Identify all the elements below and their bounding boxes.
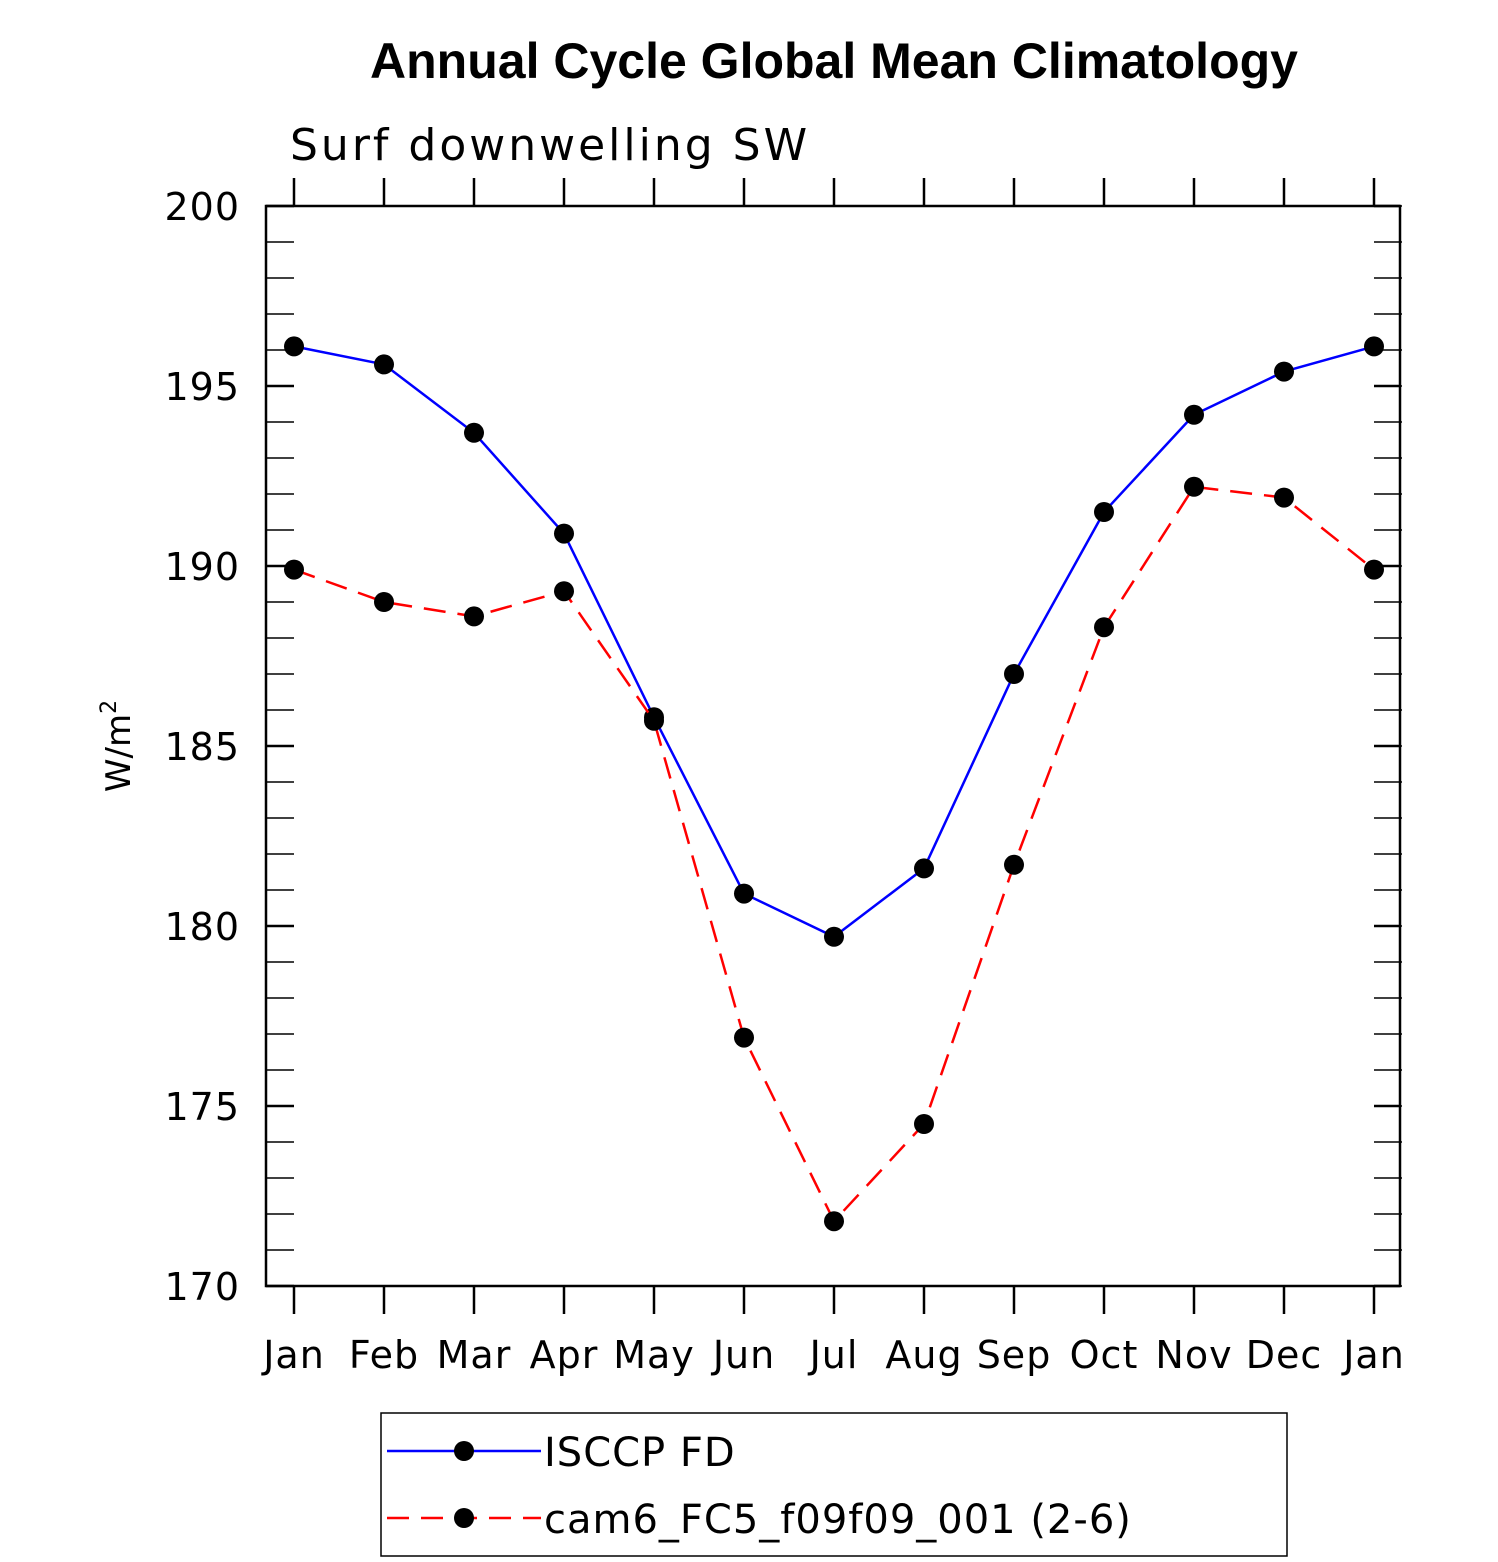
x-tick-label: Jan — [1341, 1333, 1405, 1377]
data-point — [374, 354, 394, 375]
x-tick-label: Jul — [808, 1333, 859, 1377]
x-tick-label: Nov — [1155, 1333, 1232, 1377]
y-tick-label: 180 — [164, 905, 240, 949]
series-line — [293, 485, 1375, 1224]
x-tick-label: Aug — [885, 1333, 962, 1377]
data-point — [1274, 361, 1294, 382]
legend-entry: ISCCP FD — [544, 1430, 736, 1476]
series-line — [293, 345, 1375, 939]
y-tick-label: 195 — [164, 365, 240, 409]
data-point — [1364, 336, 1384, 357]
data-point — [464, 606, 484, 627]
chart-subtitle: Surf downwelling SW — [290, 120, 810, 171]
data-point — [1184, 404, 1204, 425]
legend-marker — [454, 1441, 474, 1461]
y-tick-label: 190 — [164, 545, 240, 589]
data-point — [284, 336, 304, 357]
data-point — [824, 926, 844, 947]
data-point — [914, 1114, 934, 1134]
data-point — [1094, 502, 1114, 522]
x-tick-label: Oct — [1070, 1333, 1139, 1377]
data-point — [1004, 664, 1024, 684]
legend-box — [380, 1412, 1288, 1557]
data-point — [1364, 559, 1384, 580]
y-tick-label: 175 — [164, 1085, 240, 1129]
data-point — [1184, 476, 1204, 497]
y-axis-label-main: W/m — [99, 714, 139, 792]
data-point — [554, 581, 574, 602]
data-point — [1094, 617, 1114, 638]
data-point — [464, 422, 484, 443]
y-tick-label: 200 — [164, 185, 240, 229]
x-tick-label: May — [613, 1333, 695, 1377]
data-point — [734, 883, 754, 904]
x-tick-label: Sep — [977, 1333, 1052, 1377]
data-point — [284, 559, 304, 580]
y-tick-label: 170 — [164, 1265, 240, 1309]
x-tick-label: Feb — [349, 1333, 419, 1377]
chart-title: Annual Cycle Global Mean Climatology — [370, 33, 1298, 89]
y-axis-label: W/m2 — [97, 700, 139, 792]
legend-entry: cam6_FC5_f09f09_001 (2-6) — [544, 1497, 1132, 1543]
x-tick-label: Mar — [437, 1333, 512, 1377]
data-point — [824, 1211, 844, 1232]
y-axis-label-superscript: 2 — [97, 700, 122, 714]
x-tick-label: Jan — [261, 1333, 325, 1377]
data-point — [1004, 854, 1024, 875]
data-point — [734, 1027, 754, 1048]
x-tick-label: Jun — [711, 1333, 775, 1377]
plot-frame — [264, 204, 1402, 1288]
data-point — [644, 710, 664, 731]
series-lines — [284, 336, 1384, 1232]
data-point — [374, 592, 394, 612]
data-point — [914, 858, 934, 879]
legend-marker — [454, 1508, 474, 1528]
x-tick-label: Dec — [1246, 1333, 1323, 1377]
axes: Jan Feb Mar Apr May Jun Jul Aug Sep Oct Nov Dec Jan 1… — [164, 178, 1404, 1377]
legend: ISCCP FD cam6_FC5_f09f09_001 (2-6) — [380, 1412, 1288, 1557]
y-tick-label: 185 — [164, 725, 240, 769]
data-point — [1274, 487, 1294, 508]
data-point — [554, 523, 574, 544]
x-tick-label: Apr — [530, 1333, 599, 1377]
